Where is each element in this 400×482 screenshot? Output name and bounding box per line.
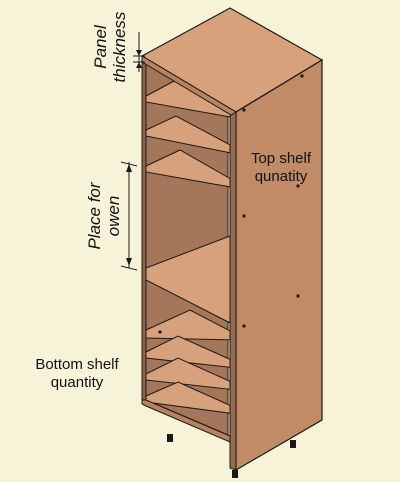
fixing-dot xyxy=(296,184,300,188)
top-shelf-quantity-label: Top shelf qunatity xyxy=(236,150,326,186)
panel-thickness-label: Panel thickness xyxy=(91,5,129,89)
label-line: owen xyxy=(104,195,123,237)
label-line: Place for xyxy=(85,182,104,250)
fixing-dot xyxy=(300,74,304,78)
label-line: Bottom shelf xyxy=(35,356,119,373)
place-for-oven-label: Place for owen xyxy=(85,168,123,264)
label-line: Panel xyxy=(91,25,110,69)
dimension-arrow xyxy=(136,62,142,68)
label-line: Top shelf xyxy=(250,150,312,167)
label-line: thickness xyxy=(110,11,129,83)
left-panel xyxy=(141,55,147,403)
bottom-panel xyxy=(141,399,231,443)
foot xyxy=(167,434,173,442)
fixing-dot xyxy=(296,294,300,298)
dimension-tick xyxy=(120,265,138,271)
dimension-arrow xyxy=(136,50,142,56)
label-line: quantity xyxy=(50,374,104,391)
bottom-shelf-quantity-label: Bottom shelf quantity xyxy=(22,356,132,392)
fixing-dot xyxy=(242,108,246,112)
foot xyxy=(290,440,296,448)
dimension-arrow xyxy=(126,258,132,266)
label-line: qunatity xyxy=(254,168,308,185)
fixing-dot xyxy=(158,330,162,334)
fixing-dot xyxy=(242,214,246,218)
right-panel xyxy=(235,58,323,472)
dimension-arrow xyxy=(126,164,132,172)
foot xyxy=(232,470,238,478)
fixing-dot xyxy=(242,324,246,328)
